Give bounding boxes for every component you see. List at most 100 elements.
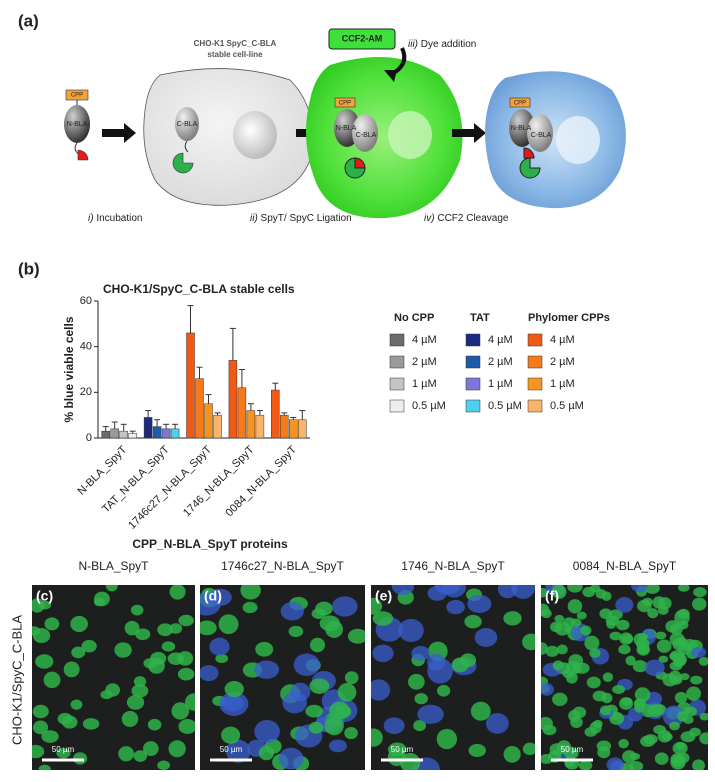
cell-image (692, 759, 705, 770)
cpp-label: CPP (514, 101, 526, 107)
cell-image (628, 761, 644, 770)
legend-heading: No CPP (394, 312, 434, 324)
bar (101, 430, 110, 439)
cell-image (32, 720, 49, 735)
cell-image (400, 752, 421, 770)
legend-label: 2 µM (550, 356, 575, 368)
cell-image (609, 631, 622, 641)
cell-image (634, 687, 651, 702)
cell-image (640, 735, 656, 747)
cell-image (329, 701, 350, 720)
cell-image (308, 721, 324, 734)
cell-image (658, 655, 669, 663)
bar (255, 414, 265, 439)
cpp-label: CPP (71, 93, 83, 99)
cell-image (567, 585, 583, 593)
cell-image (618, 644, 631, 655)
c-bla-label: C-BLA (356, 132, 377, 139)
cell-image (39, 600, 52, 610)
scale-label: 50 µm (391, 745, 414, 754)
cell-image (255, 641, 274, 657)
y-tick-label: 40 (80, 341, 92, 353)
scale-label: 50 µm (220, 745, 243, 754)
cell-image (589, 648, 601, 658)
micrograph (200, 585, 365, 770)
legend-swatch (389, 333, 405, 347)
legend-label: 0.5 µM (550, 400, 584, 412)
cell-image (511, 585, 535, 599)
cell-image (446, 599, 465, 615)
legend-swatch (465, 333, 481, 347)
cell-image (656, 639, 672, 653)
cell-image (570, 618, 582, 627)
y-tick-label: 0 (86, 432, 92, 444)
panel-title: N-BLA_SpyT (78, 559, 149, 573)
cell-image (677, 585, 690, 592)
cell-image (541, 683, 554, 696)
cell-image (331, 596, 358, 617)
cell-image (565, 671, 578, 684)
cell-image (219, 691, 249, 716)
cell-image (669, 661, 683, 671)
cell-image (71, 646, 86, 659)
legend-swatch (527, 399, 543, 413)
bar (289, 419, 298, 439)
bar (161, 428, 171, 439)
cell-image (632, 660, 648, 673)
cell-image (522, 742, 535, 756)
cell (306, 57, 463, 219)
cell-image (618, 738, 629, 749)
x-axis-label: CPP_N-BLA_SpyT proteins (132, 537, 288, 551)
cell-image (215, 653, 229, 664)
cell-image (582, 586, 596, 598)
cell (485, 71, 626, 209)
nucleus (388, 111, 432, 159)
panel-label: (c) (36, 588, 53, 604)
arrow (102, 123, 136, 143)
cell-image (167, 652, 184, 665)
cell-image (460, 653, 477, 668)
cell-image (337, 683, 357, 702)
cell-image (672, 741, 688, 755)
cell-image (56, 748, 71, 759)
cell-image (242, 601, 258, 614)
legend-label: 1 µM (550, 378, 575, 390)
bar (119, 430, 128, 439)
cell-image (637, 599, 652, 613)
cell-image (653, 725, 667, 735)
cell-image (474, 628, 498, 647)
cell-image (503, 745, 521, 763)
cell-image (669, 632, 685, 647)
cell-image (280, 601, 304, 621)
cell-image (70, 615, 88, 633)
legend-label: 4 µM (550, 334, 575, 346)
cell-image (130, 604, 144, 616)
nucleus (233, 111, 277, 159)
cell-image (309, 637, 326, 653)
cell-image (218, 614, 239, 635)
cell-image (615, 619, 630, 631)
cell-image (200, 665, 219, 682)
cell-image (413, 720, 427, 732)
cell-image (652, 596, 666, 609)
cell-image (414, 693, 428, 705)
cell-image (258, 745, 275, 761)
cell-image (41, 730, 59, 743)
bar (280, 414, 289, 439)
cell-image (225, 739, 251, 763)
cell-image (551, 585, 567, 599)
legend-swatch (465, 399, 481, 413)
cell-image (690, 675, 703, 685)
cell-image (654, 752, 669, 765)
cell-image (32, 626, 41, 636)
cell-image (552, 660, 564, 671)
cell-image (43, 671, 61, 689)
cell-image (578, 760, 593, 770)
panel-title: 1746_N-BLA_SpyT (401, 559, 505, 573)
y-tick-label: 60 (80, 295, 92, 307)
bar (228, 360, 238, 439)
cell-image (437, 684, 451, 697)
cell-image (290, 682, 311, 702)
legend-label: 2 µM (488, 356, 513, 368)
